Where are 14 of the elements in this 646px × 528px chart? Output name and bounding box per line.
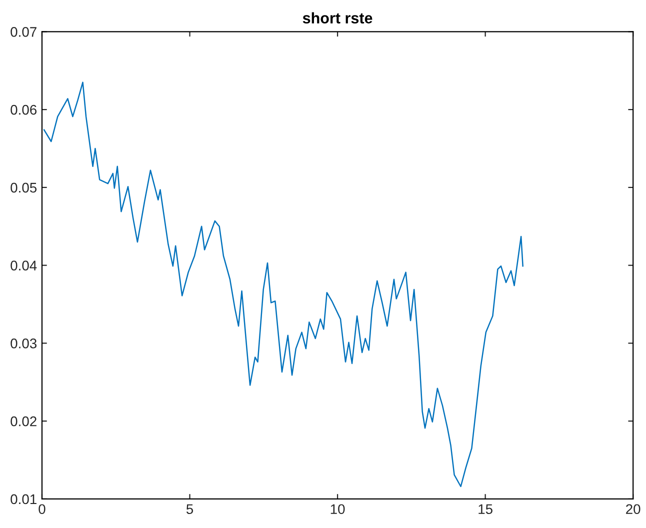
y-tick-label: 0.03 [10,338,37,348]
x-tick-label: 5 [186,504,194,514]
y-tick-label: 0.01 [10,494,36,504]
x-tick-label: 0 [38,504,46,514]
y-tick-label: 0.06 [10,104,37,115]
chart-title: short rste [302,12,372,24]
y-tick-label: 0.04 [10,260,37,270]
x-tick-label: 20 [626,504,640,514]
y-tick-label: 0.05 [10,182,37,193]
line-series [43,82,524,488]
x-tick-label: 10 [330,504,345,514]
y-tick-label: 0.02 [10,416,36,426]
x-tick-label: 15 [478,504,492,514]
y-tick-label: 0.07 [10,27,36,37]
